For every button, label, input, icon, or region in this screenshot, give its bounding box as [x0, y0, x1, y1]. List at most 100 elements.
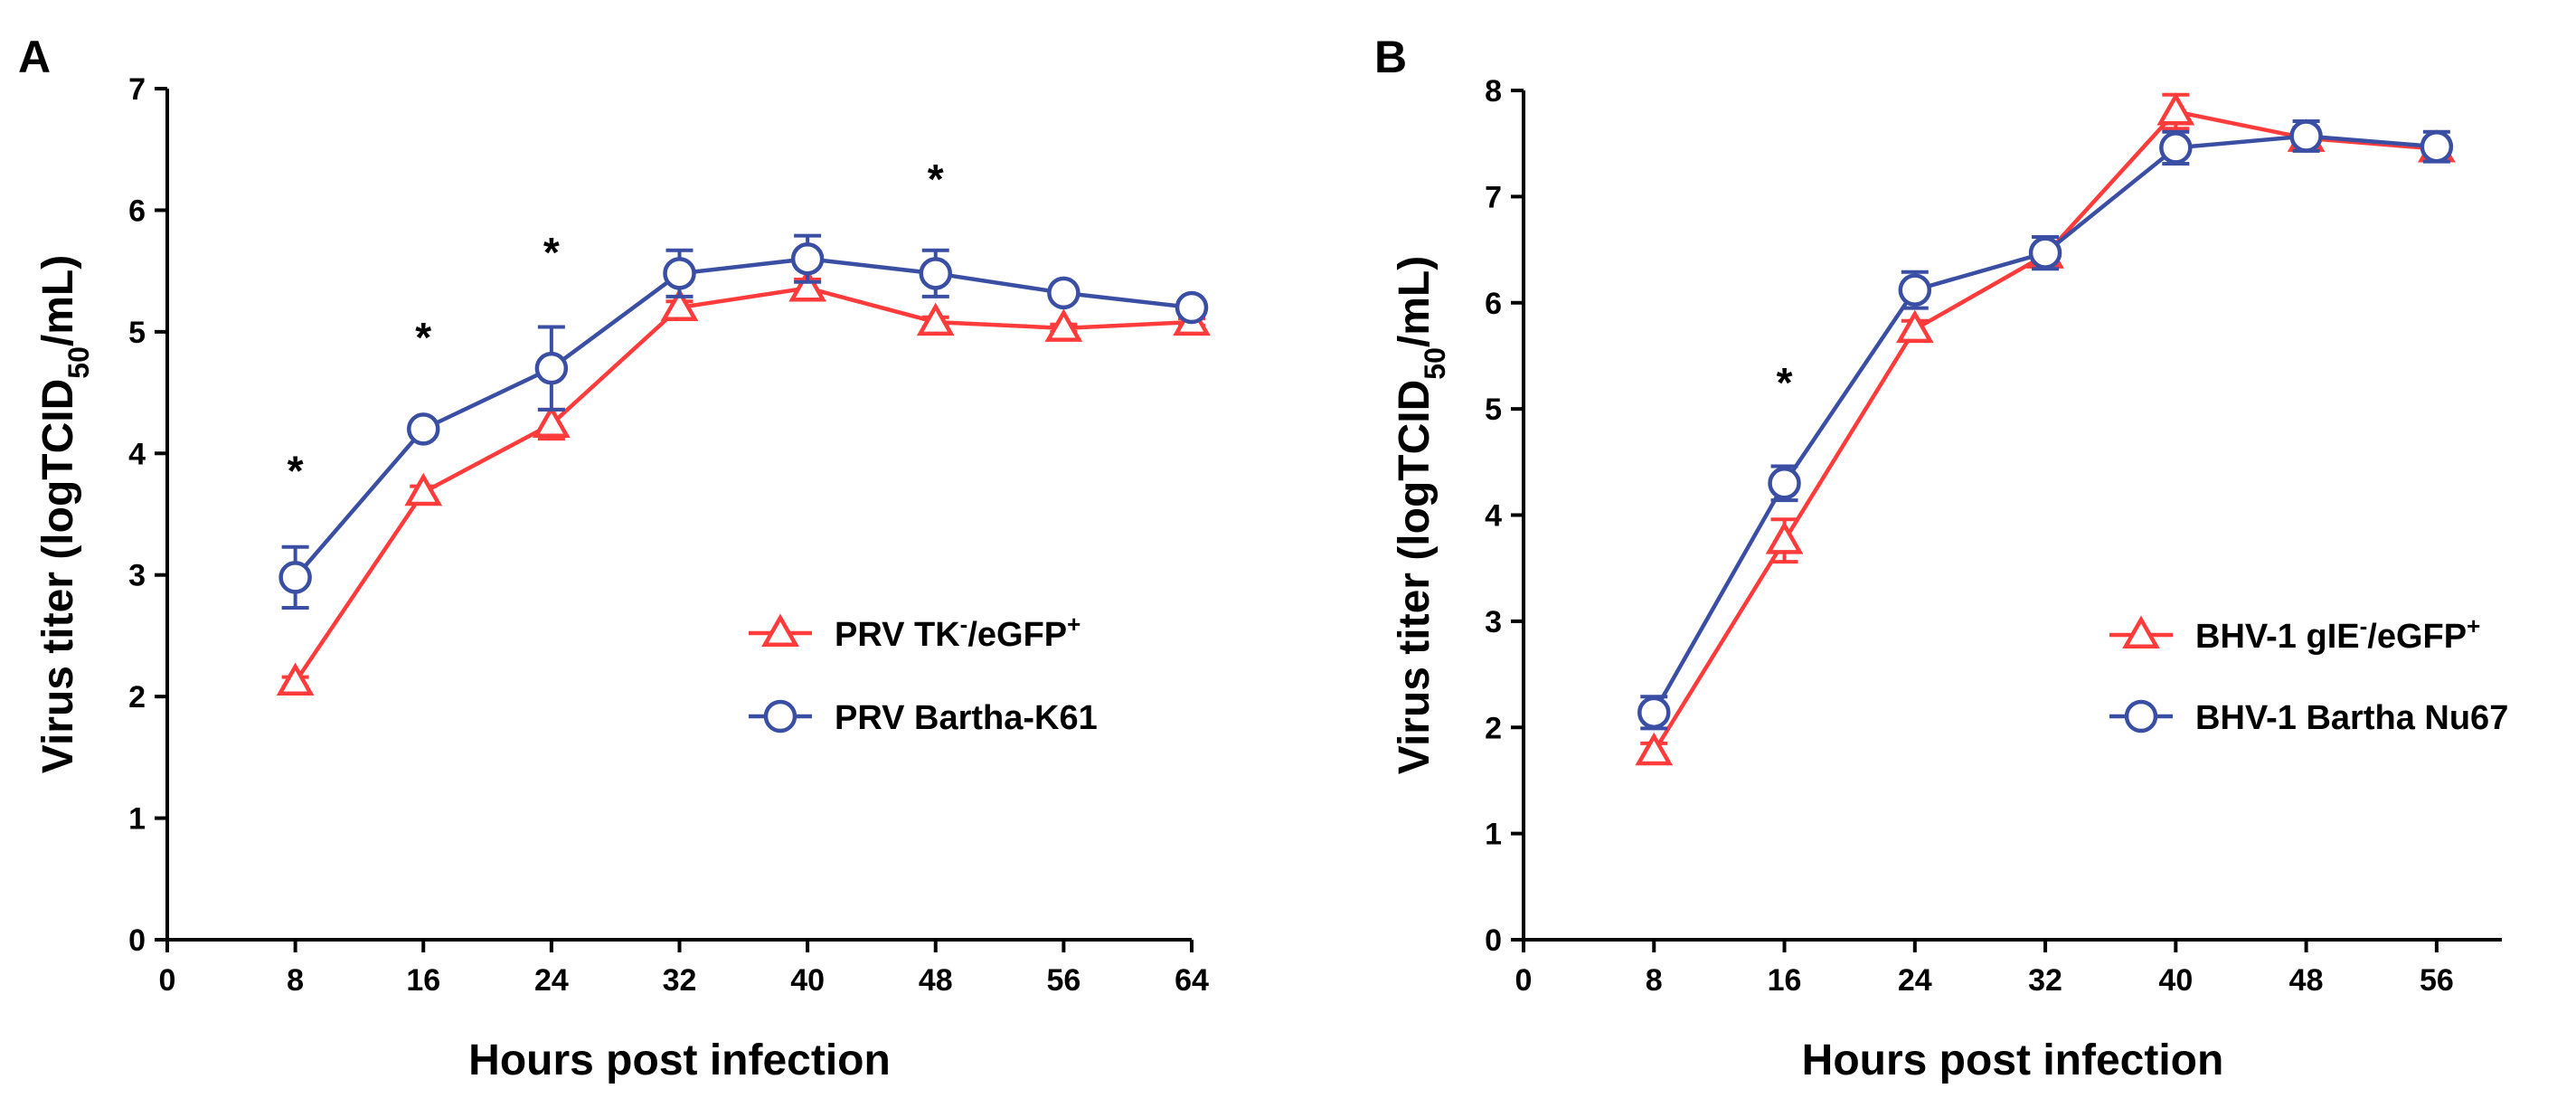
legend-label-b: /eGFP [2367, 618, 2467, 656]
series-0 [276, 268, 1211, 696]
x-tick-label: 56 [1046, 963, 1080, 998]
data-point [2289, 119, 2323, 153]
significance-mark: * [543, 229, 560, 276]
y-tick-label: 3 [1485, 605, 1502, 639]
y-tick-label: 8 [1485, 74, 1502, 109]
x-tick-label: 8 [1646, 963, 1663, 998]
legend-label: PRV TK-/eGFP+ [835, 611, 1080, 654]
data-point [278, 561, 312, 594]
x-tick-label: 24 [1898, 963, 1932, 998]
y-tick-label: 2 [1485, 711, 1502, 745]
y-axis-title-main: Virus titer (logTCID [34, 379, 82, 773]
x-tick-label: 24 [534, 963, 569, 998]
data-point [532, 404, 571, 439]
data-point [2028, 236, 2062, 270]
y-tick-label: 1 [1485, 818, 1502, 852]
data-point [407, 412, 440, 446]
legend-label-sup2: + [1067, 611, 1080, 638]
y-tick-label: 6 [1485, 287, 1502, 321]
legend-label: BHV-1 gIE-/eGFP+ [2195, 612, 2480, 656]
series-1 [1637, 119, 2454, 731]
y-tick-label: 5 [128, 316, 146, 350]
series-line [293, 256, 1193, 579]
x-tick-label: 32 [2028, 963, 2062, 998]
significance-mark: * [928, 156, 944, 203]
x-axis-title: Hours post infection [468, 1036, 891, 1084]
data-point [1044, 308, 1083, 342]
data-point [2159, 131, 2193, 165]
legend-label-sup1: - [960, 611, 968, 638]
data-point [788, 268, 827, 302]
data-point [919, 257, 952, 290]
data-point [2420, 129, 2454, 164]
y-axis-title-end: /mL) [1391, 256, 1439, 347]
data-point [916, 302, 955, 336]
legend-entry-1: PRV Bartha-K61 [749, 699, 1098, 737]
data-point [534, 351, 569, 385]
x-tick-label: 56 [2420, 963, 2454, 998]
significance-mark: * [415, 314, 431, 361]
data-point [1768, 467, 1801, 500]
data-point [1765, 521, 1804, 554]
x-axis-title: Hours post infection [1802, 1036, 2224, 1084]
y-tick-label: 3 [128, 559, 146, 593]
data-point [1895, 309, 1934, 344]
panel-label: A [18, 32, 51, 82]
x-tick-label: 64 [1175, 963, 1209, 998]
x-tick-label: 40 [2158, 963, 2193, 998]
data-point [276, 662, 315, 696]
x-tick-label: 48 [919, 963, 953, 998]
x-tick-label: 48 [2289, 963, 2324, 998]
x-tick-label: 40 [790, 963, 825, 998]
legend-label: BHV-1 Bartha Nu67 [2195, 699, 2508, 737]
y-axis-title-end: /mL) [34, 255, 82, 346]
y-tick-label: 1 [128, 802, 146, 837]
data-point [1175, 290, 1209, 325]
data-point [660, 288, 699, 321]
data-point [1635, 732, 1674, 766]
legend-label-b: /eGFP [967, 616, 1067, 654]
data-point [1047, 276, 1080, 310]
data-point [404, 472, 443, 506]
y-axis-title-sub: 50 [1419, 347, 1451, 380]
y-tick-label: 4 [128, 437, 146, 471]
y-axis-title-sub: 50 [62, 346, 95, 379]
series-line [1652, 109, 2438, 753]
y-tick-label: 2 [128, 680, 146, 715]
data-point [663, 257, 696, 290]
legend-marker [2124, 699, 2158, 734]
data-point [1898, 273, 1932, 307]
data-point [1637, 696, 1671, 730]
legend-entry-0: PRV TK-/eGFP+ [749, 611, 1080, 654]
y-tick-label: 4 [1485, 499, 1502, 534]
significance-mark: * [288, 448, 304, 495]
series-line [293, 286, 1193, 684]
series-0 [1635, 91, 2456, 766]
y-tick-label: 7 [128, 72, 146, 107]
legend-marker [761, 613, 799, 647]
x-tick-label: 0 [1515, 963, 1533, 998]
legend-entry-0: BHV-1 gIE-/eGFP+ [2109, 612, 2480, 656]
legend-label-a: BHV-1 gIE [2195, 618, 2360, 656]
legend-label-a: PRV TK [835, 616, 960, 654]
legend-entry-1: BHV-1 Bartha Nu67 [2109, 699, 2508, 737]
y-tick-label: 6 [128, 194, 146, 228]
x-tick-label: 0 [159, 963, 176, 998]
y-axis-title: Virus titer (logTCID50/mL) [34, 255, 95, 773]
x-tick-label: 32 [663, 963, 697, 998]
y-tick-label: 0 [128, 923, 146, 958]
legend-label-sup1: - [2360, 612, 2368, 639]
panel-label: B [1374, 32, 1407, 82]
y-axis-title: Virus titer (logTCID50/mL) [1391, 256, 1451, 774]
x-tick-label: 16 [406, 963, 440, 998]
legend-label: PRV Bartha-K61 [835, 699, 1098, 737]
legend-marker [2122, 615, 2160, 648]
data-point [2156, 91, 2195, 126]
series-1 [278, 233, 1209, 611]
legend-marker [763, 699, 797, 734]
y-tick-label: 7 [1485, 180, 1502, 214]
y-axis-title-main: Virus titer (logTCID [1391, 380, 1439, 774]
